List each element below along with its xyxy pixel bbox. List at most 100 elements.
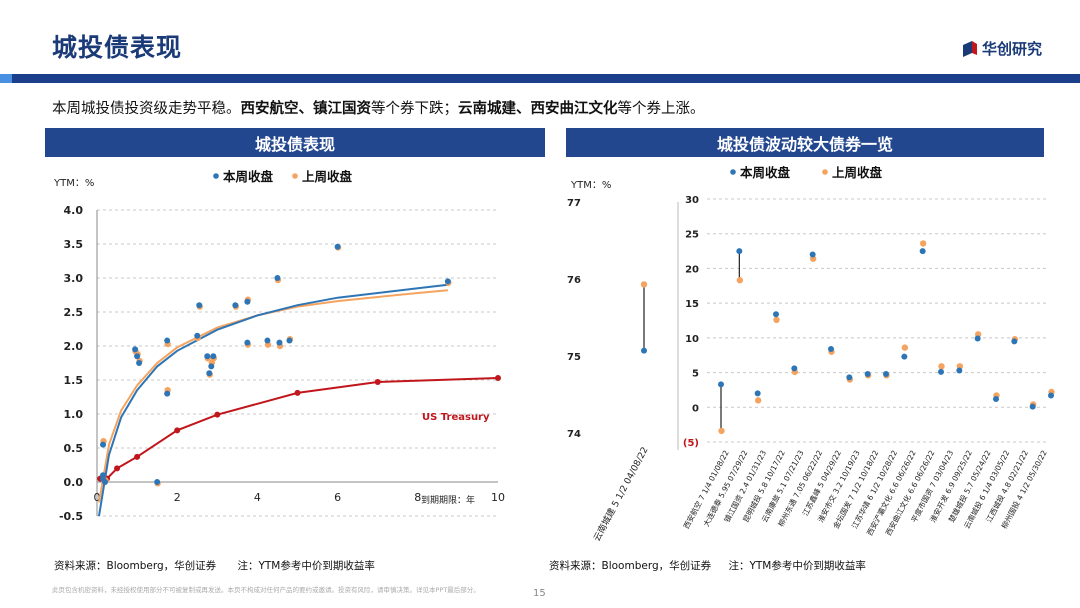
right-y-tick-label: 5: [692, 369, 699, 380]
right-y-tick-label: (5): [683, 438, 699, 449]
legend-label-this-week: 本周收盘: [223, 169, 274, 184]
right-y-tick-label: 10: [685, 334, 699, 345]
x-tick-label: 0: [94, 491, 101, 504]
treasury-point: [114, 465, 121, 472]
point-this-week: [974, 335, 981, 342]
yield-curve-chart: -0.5 0.0 0.5 1.0 1.5 2.0 2.5 3.0 3.5 4.0 0 2 4 6 8 10 到期…: [53, 169, 505, 523]
left-point-last-week: [640, 281, 648, 288]
x-tick-label: 8: [414, 491, 421, 504]
treasury-label: US Treasury: [422, 412, 490, 423]
point-this-week: [773, 311, 779, 318]
summary-segment-3: 云南城建、西安曲江文化: [458, 101, 618, 117]
point-this-week: [919, 248, 926, 255]
right-source-text: 资料来源：Bloomberg，华创证券: [549, 560, 712, 572]
left-source-text: 资料来源：Bloomberg，华创证券: [54, 560, 217, 572]
point-this-week: [210, 353, 217, 360]
point-this-week: [864, 370, 871, 377]
point-this-week: [718, 381, 724, 388]
legend-label-last-week: 上周收盘: [832, 165, 883, 180]
point-last-week: [718, 427, 725, 435]
point-this-week: [100, 475, 107, 482]
left-y-tick-label: 74: [567, 429, 581, 440]
right-source: 资料来源：Bloomberg，华创证券 注：YTM参考中价到期收益率: [549, 558, 866, 573]
point-this-week: [164, 337, 171, 344]
point-this-week: [164, 390, 171, 397]
x-tick-label: 6: [334, 491, 341, 504]
legend-marker-this-week: [213, 173, 219, 179]
point-this-week: [232, 302, 239, 309]
point-this-week: [828, 345, 834, 352]
point-this-week: [993, 395, 999, 402]
left-y-tick-label: 76: [567, 275, 581, 286]
y-tick-label: 3.0: [64, 272, 84, 285]
point-this-week: [132, 346, 139, 353]
point-this-week: [444, 278, 451, 285]
point-this-week: [204, 353, 211, 360]
y-axis-label: YTM：%: [570, 180, 611, 191]
treasury-point: [134, 453, 141, 460]
left-y-tick-label: 75: [567, 352, 581, 363]
point-this-week: [196, 302, 203, 309]
point-last-week: [901, 344, 909, 351]
logo-text: 华创研究: [981, 40, 1042, 58]
right-panel-title: 城投债波动较大债券一览: [566, 128, 1044, 157]
header-divider-accent: [0, 74, 12, 83]
right-y-tick-label: 20: [685, 264, 699, 275]
treasury-point: [174, 427, 181, 434]
x-tick-label: 2: [174, 491, 181, 504]
point-this-week: [244, 339, 251, 346]
right-y-tick-label: 15: [685, 299, 699, 310]
left-panel-title: 城投债表现: [45, 128, 545, 157]
treasury-point: [374, 379, 381, 386]
summary-text: 本周城投债投资级走势平稳。西安航空、镇江国资等个券下跌；云南城建、西安曲江文化等…: [52, 97, 705, 118]
legend-marker-this-week: [730, 169, 736, 175]
legend-label-last-week: 上周收盘: [302, 169, 353, 184]
legend-label-this-week: 本周收盘: [740, 165, 791, 180]
y-tick-label: 4.0: [64, 204, 84, 217]
treasury-point: [495, 374, 501, 381]
point-this-week: [883, 370, 889, 377]
treasury-point: [294, 389, 301, 396]
point-this-week: [938, 368, 944, 375]
y-tick-label: 1.0: [64, 408, 84, 421]
treasury-point: [214, 411, 221, 418]
point-this-week: [208, 363, 215, 370]
point-last-week: [773, 316, 780, 324]
point-this-week: [286, 337, 293, 344]
point-this-week: [194, 332, 201, 339]
y-tick-label: 2.5: [64, 306, 84, 319]
legend-marker-last-week: [822, 169, 828, 175]
point-this-week: [334, 243, 341, 250]
point-this-week: [100, 441, 107, 448]
legend-marker-last-week: [292, 173, 298, 179]
left-source: 资料来源：Bloomberg，华创证券 注：YTM参考中价到期收益率: [54, 558, 375, 573]
point-last-week: [754, 397, 762, 404]
point-this-week: [244, 298, 251, 305]
point-this-week: [736, 248, 743, 255]
fit-curve-this-week: [98, 283, 449, 517]
right-y-tick-label: 25: [685, 230, 699, 241]
left-note-text: 注：YTM参考中价到期收益率: [237, 560, 375, 572]
page-title: 城投债表现: [52, 33, 183, 62]
y-tick-label: 1.5: [64, 374, 84, 387]
summary-segment-2: 等个券下跌；: [371, 101, 458, 117]
point-this-week: [1011, 338, 1018, 345]
y-tick-label: 3.5: [64, 238, 84, 251]
logo: 华创研究: [962, 38, 1042, 59]
point-last-week: [919, 240, 927, 247]
fit-curve-last-week: [98, 289, 448, 503]
point-last-week: [938, 363, 945, 370]
point-this-week: [956, 367, 963, 374]
point-this-week: [791, 365, 798, 372]
header-divider: [0, 74, 1080, 83]
y-tick-label: 0.0: [64, 476, 84, 489]
y-axis-label: YTM：%: [53, 178, 94, 189]
y-tick-label: -0.5: [59, 510, 83, 523]
summary-segment-1: 西安航空、镇江国资: [240, 101, 372, 117]
x-tick-label: 10: [491, 491, 505, 504]
left-y-tick-label: 77: [567, 198, 581, 209]
logo-icon: [962, 40, 977, 57]
volatile-bonds-chart: 74 75 76 77 云南城建 5 1/2 04/08/22 YTM：% 本周收盘 上周收盘…: [567, 165, 1055, 543]
point-this-week: [809, 251, 816, 258]
point-this-week: [1029, 403, 1036, 410]
